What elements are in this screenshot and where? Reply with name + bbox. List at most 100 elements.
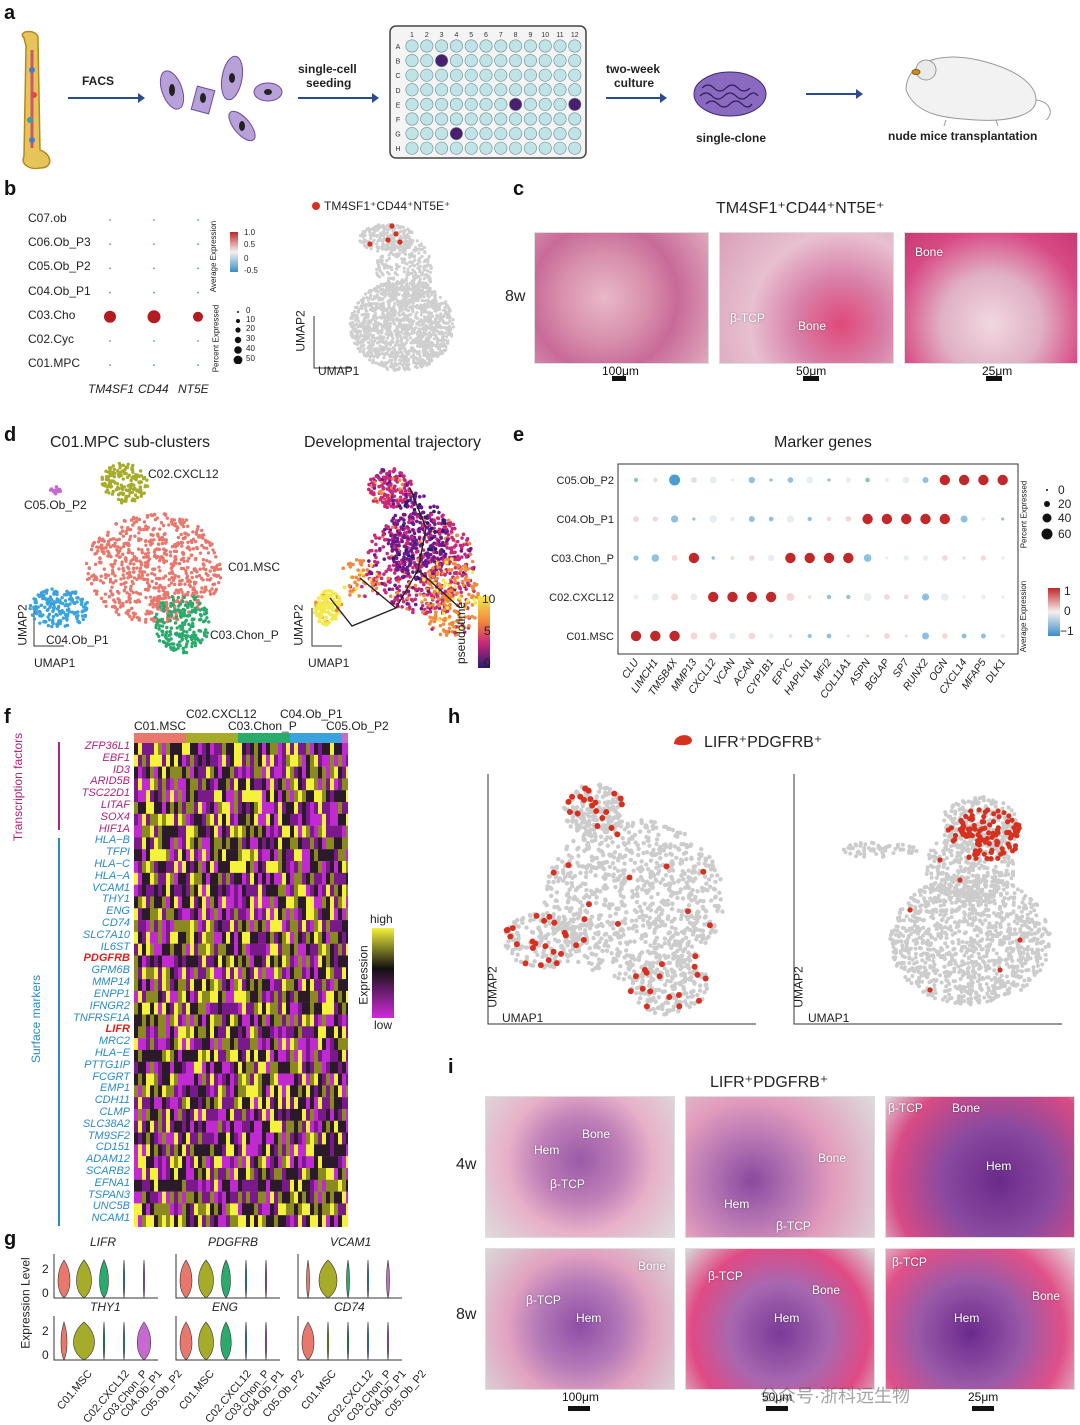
heatmap-cell xyxy=(138,778,142,790)
heatmap-cell xyxy=(266,767,270,779)
cell-dot xyxy=(403,327,406,330)
cell-dot xyxy=(445,598,449,602)
cell-dot xyxy=(170,562,173,565)
cell-dot xyxy=(111,605,114,608)
cell-dot xyxy=(153,567,156,570)
cell-dot xyxy=(102,600,105,603)
plate-well xyxy=(450,127,462,139)
percent-expressed-legend xyxy=(1040,484,1054,544)
cell-dot xyxy=(105,475,108,478)
expression-dot xyxy=(669,631,679,641)
cell-dot xyxy=(167,584,170,587)
cell-dot xyxy=(126,576,129,579)
cell-dot xyxy=(393,583,397,587)
step-culture-label-2: culture xyxy=(614,76,654,90)
cell-dot xyxy=(59,611,62,614)
plate-well xyxy=(569,54,581,66)
cell-dot xyxy=(374,320,377,323)
plate-well xyxy=(524,98,536,110)
cell-dot xyxy=(395,597,399,601)
expression-dot xyxy=(786,593,794,601)
expression-dot xyxy=(653,516,658,521)
cell-dot xyxy=(175,550,178,553)
cell-dot xyxy=(384,289,387,292)
cell-dot xyxy=(420,285,423,288)
cell-dot xyxy=(410,521,414,525)
cell-dot xyxy=(435,300,438,303)
cell-dot xyxy=(382,247,385,250)
cell-dot xyxy=(188,548,191,551)
gene-label: CD44 xyxy=(138,382,169,396)
cell-dot xyxy=(386,368,389,371)
cell-dot xyxy=(406,504,410,508)
cell-dot xyxy=(110,585,113,588)
cell-dot xyxy=(113,545,116,548)
cell-dot xyxy=(395,318,398,321)
cell-dot xyxy=(466,583,470,587)
cell-dot xyxy=(66,624,69,627)
cell-dot xyxy=(446,322,449,325)
cell-dot xyxy=(170,518,173,521)
cell-dot xyxy=(173,560,176,563)
heatmap-cell xyxy=(314,767,318,779)
tissue-label: Bone xyxy=(798,319,826,333)
cell-dot xyxy=(154,586,157,589)
cell-dot xyxy=(369,478,373,482)
expression-dot xyxy=(710,632,717,639)
cell-dot xyxy=(353,581,357,585)
cell-dot xyxy=(414,326,417,329)
cell-dot xyxy=(122,464,125,467)
cell-dot xyxy=(186,566,189,569)
plate-well xyxy=(480,127,492,139)
plate-row-label: E xyxy=(396,102,401,109)
cell-dot xyxy=(417,587,421,591)
heatmap-cell xyxy=(178,755,182,767)
cell-dot xyxy=(368,351,371,354)
cell-dot xyxy=(383,226,386,229)
cell-dot xyxy=(390,543,394,547)
cell-dot xyxy=(391,587,395,591)
cell-dot xyxy=(398,532,402,536)
cell-dot xyxy=(75,596,78,599)
cell-dot xyxy=(402,232,405,235)
expression-dot xyxy=(652,593,659,600)
cell-dot xyxy=(411,555,415,559)
cluster-label: C02.CXCL12 xyxy=(549,592,614,604)
cell-dot xyxy=(382,475,386,479)
cell-dot xyxy=(409,542,413,546)
cell-dot xyxy=(166,516,169,519)
cell-dot xyxy=(316,607,320,611)
cell-dot xyxy=(164,635,167,638)
cell-dot xyxy=(425,540,429,544)
cell-dot xyxy=(98,557,101,560)
cell-dot xyxy=(403,257,406,260)
expression-dot xyxy=(981,517,985,521)
cell-dot xyxy=(162,576,165,579)
plate-well xyxy=(495,84,507,96)
expression-dot xyxy=(884,594,890,600)
heatmap-cell xyxy=(186,743,190,755)
cell-dot xyxy=(170,610,173,613)
cell-dot xyxy=(180,533,183,536)
cell-dot xyxy=(388,497,392,501)
cell-dot xyxy=(170,567,173,570)
cell-dot xyxy=(406,566,410,570)
plate-well xyxy=(509,113,521,125)
cell-dot xyxy=(174,621,177,624)
cell-dot xyxy=(208,560,211,563)
cell-dot xyxy=(203,619,206,622)
panel-label-a: a xyxy=(4,2,15,25)
cell-dot xyxy=(185,576,188,579)
cell-dot xyxy=(468,542,472,546)
cell-dot xyxy=(446,630,450,634)
cell-dot xyxy=(317,596,321,600)
cell-dot xyxy=(365,296,368,299)
cell-dot xyxy=(441,315,444,318)
cell-dot xyxy=(139,538,142,541)
cell-dot xyxy=(156,534,159,537)
cell-dot xyxy=(139,489,142,492)
cell-dot xyxy=(138,526,141,529)
cell-dot xyxy=(410,355,413,358)
cell-dot xyxy=(191,588,194,591)
cell-dot xyxy=(112,598,115,601)
